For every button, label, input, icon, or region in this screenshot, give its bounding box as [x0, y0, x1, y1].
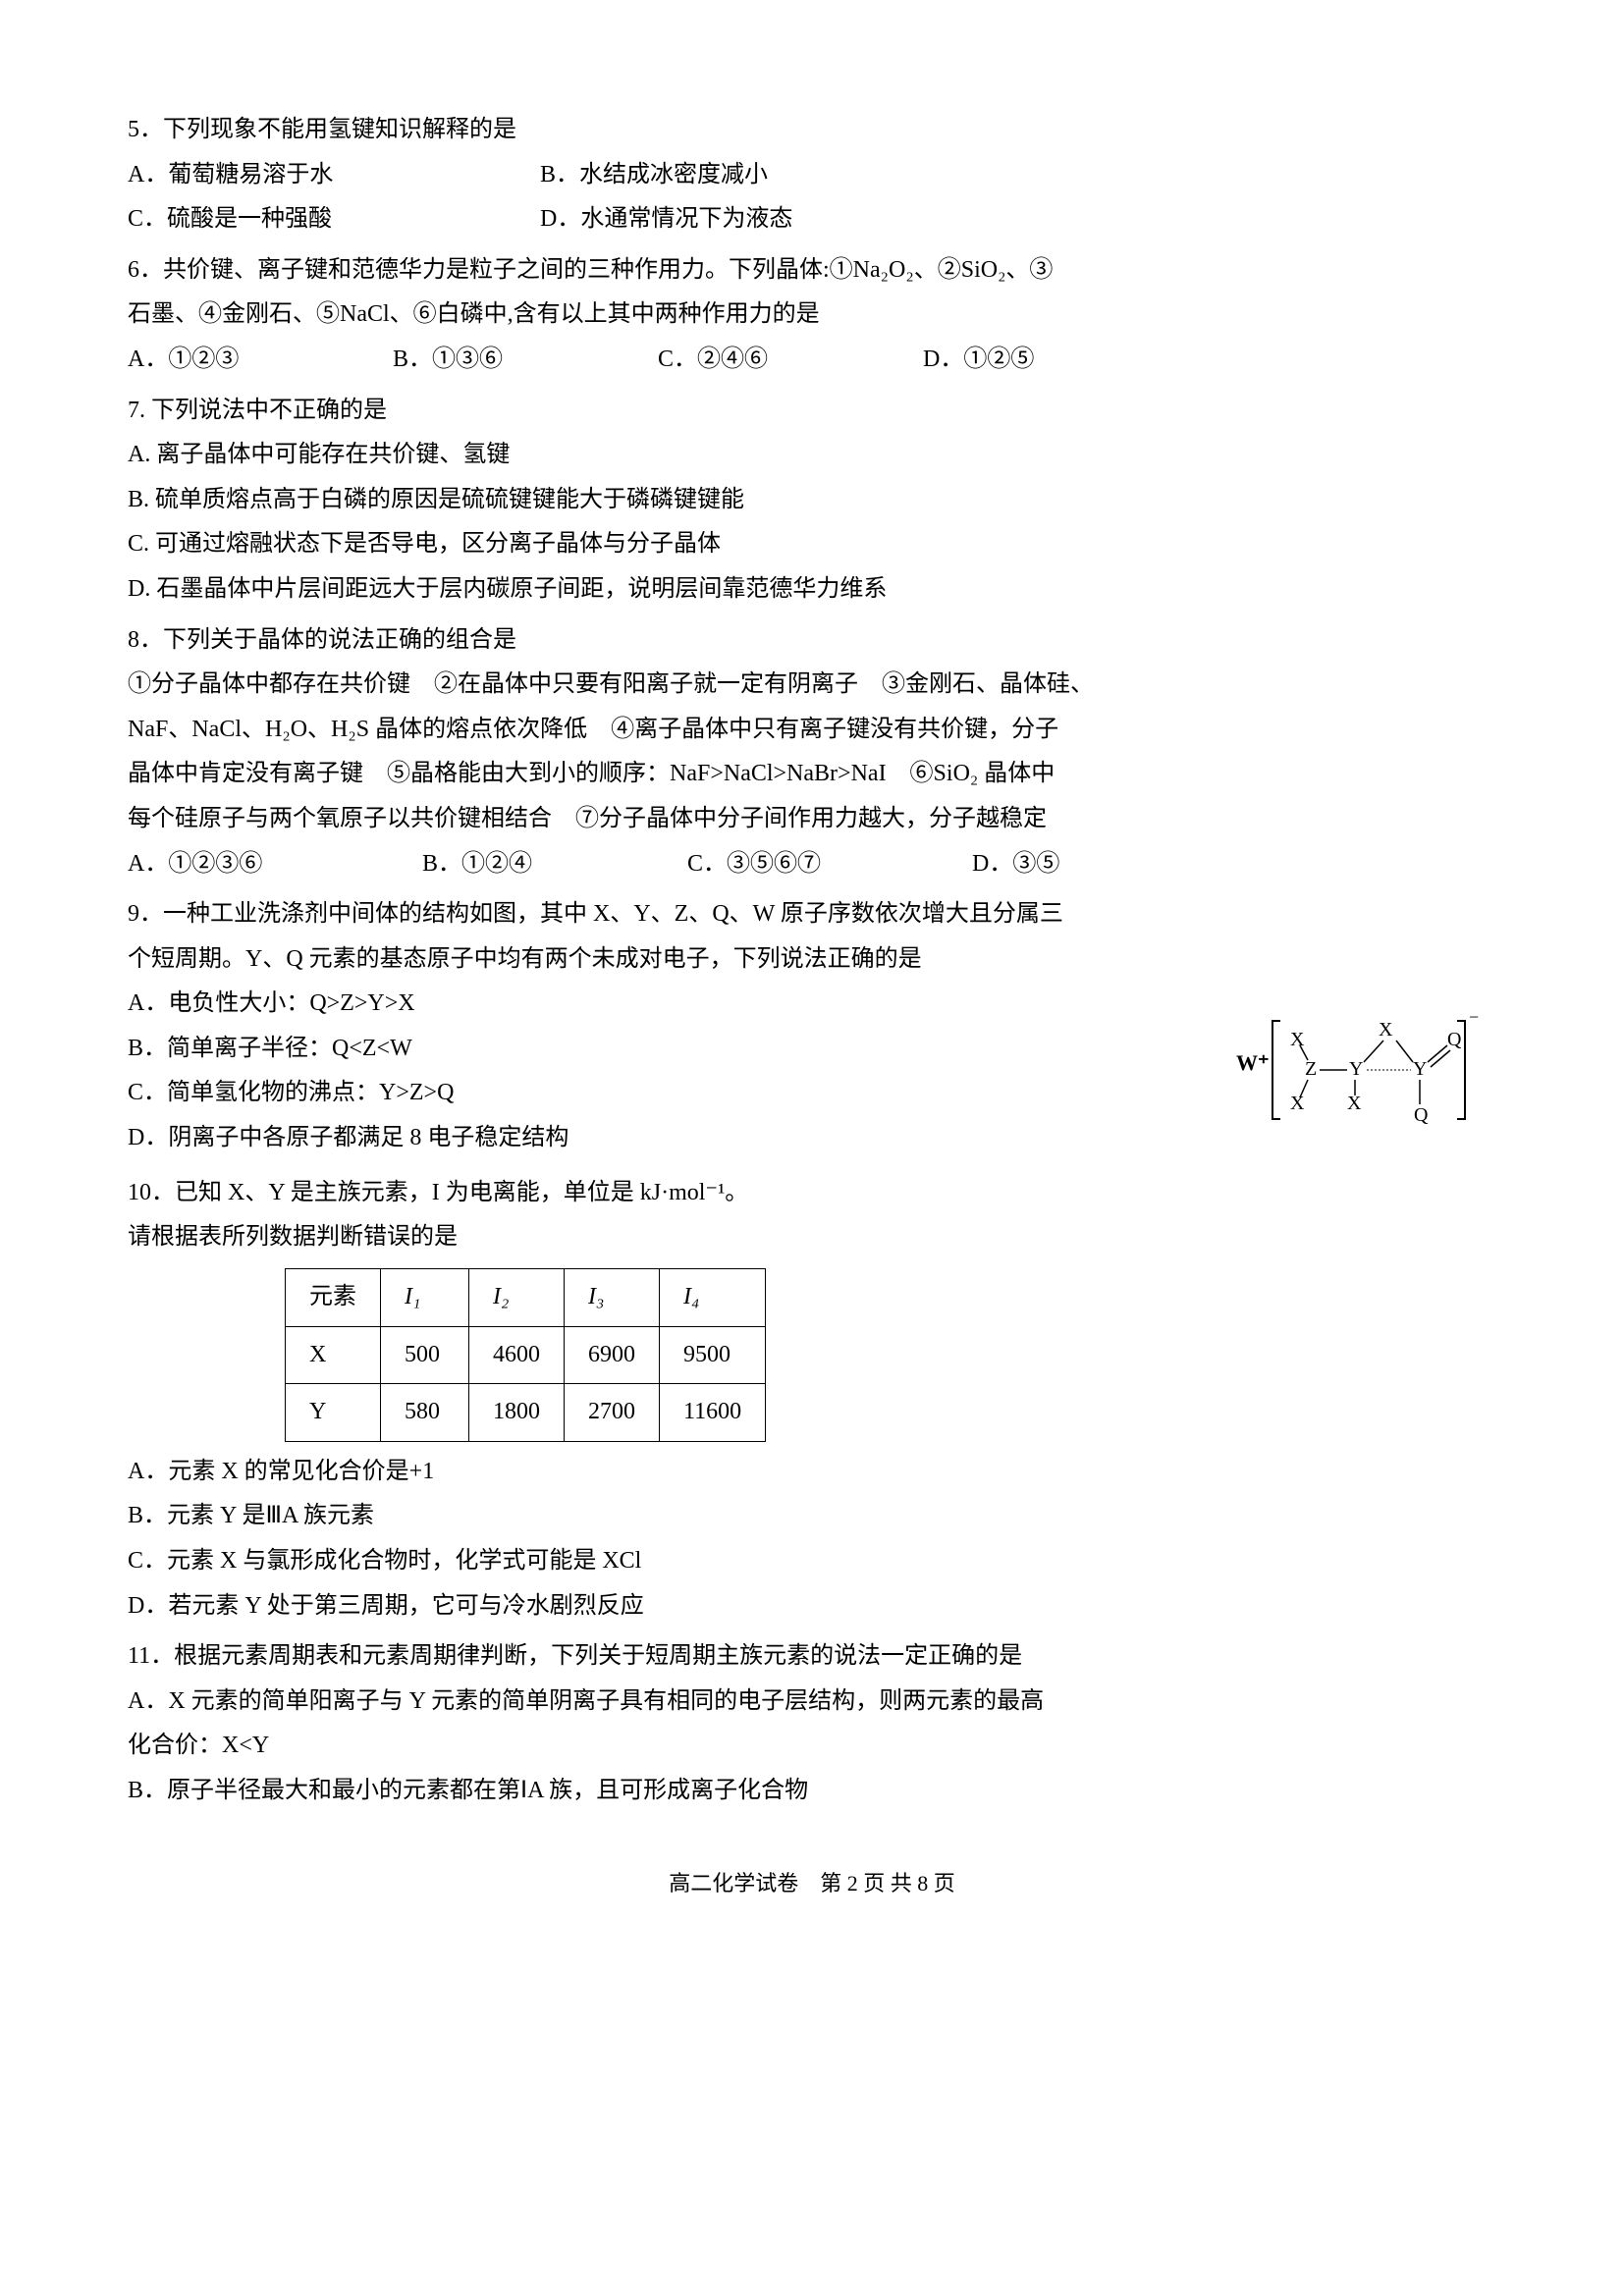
- q8-stem: 8．下列关于晶体的说法正确的组合是: [128, 618, 1496, 664]
- q8-option-b: B．①②④: [422, 842, 628, 887]
- fig-x1: X: [1290, 1029, 1305, 1050]
- fig-q-top: Q: [1447, 1029, 1462, 1050]
- question-8: 8．下列关于晶体的说法正确的组合是 ①分子晶体中都存在共价键 ②在晶体中只要有阳…: [128, 618, 1496, 887]
- th-i2: I₂: [469, 1269, 565, 1327]
- q5-option-b: B．水结成冰密度减小: [540, 153, 768, 198]
- question-5: 5．下列现象不能用氢键知识解释的是 A．葡萄糖易溶于水 B．水结成冰密度减小 C…: [128, 108, 1496, 242]
- question-7: 7. 下列说法中不正确的是 A. 离子晶体中可能存在共价键、氢键 B. 硫单质熔…: [128, 389, 1496, 613]
- fig-x3: X: [1347, 1093, 1362, 1114]
- q7-option-c: C. 可通过熔融状态下是否导电，区分离子晶体与分子晶体: [128, 522, 1496, 567]
- q5-option-c: C．硫酸是一种强酸: [128, 197, 452, 242]
- th-element: 元素: [286, 1269, 381, 1327]
- fig-z: Z: [1305, 1058, 1317, 1080]
- q9-stem-p1: 9．一种工业洗涤剂中间体的结构如图，其中 X、Y、Z、Q、W 原子序数依次增大且…: [128, 892, 1496, 937]
- bond-y2q1: [1428, 1045, 1447, 1062]
- q10-option-a: A．元素 X 的常见化合价是+1: [128, 1450, 1496, 1495]
- question-9: 9．一种工业洗涤剂中间体的结构如图，其中 X、Y、Z、Q、W 原子序数依次增大且…: [128, 892, 1496, 1165]
- q9-option-b: B．简单离子半径：Q<Z<W: [128, 1027, 1212, 1072]
- table-header-row: 元素 I₁ I₂ I₃ I₄: [286, 1269, 766, 1327]
- molecule-diagram: W⁺ − Z X X Y X: [1221, 991, 1496, 1148]
- fig-x2: X: [1290, 1093, 1305, 1114]
- q6-option-b: B．①③⑥: [393, 338, 599, 383]
- cell-x-i2: 4600: [469, 1326, 565, 1384]
- q6-stem-p1: 6．共价键、离子键和范德华力是粒子之间的三种作用力。下列晶体:①Na₂O₂、②S…: [128, 248, 1496, 294]
- table-row: X 500 4600 6900 9500: [286, 1326, 766, 1384]
- question-11: 11．根据元素周期表和元素周期律判断，下列关于短周期主族元素的说法一定正确的是 …: [128, 1634, 1496, 1813]
- q9-options: A．电负性大小：Q>Z>Y>X B．简单离子半径：Q<Z<W C．简单氢化物的沸…: [128, 982, 1212, 1160]
- q10-option-d: D．若元素 Y 处于第三周期，它可与冷水剧烈反应: [128, 1584, 1496, 1629]
- q9-option-d: D．阴离子中各原子都满足 8 电子稳定结构: [128, 1116, 1212, 1161]
- q8-p4: 每个硅原子与两个氧原子以共价键相结合 ⑦分子晶体中分子间作用力越大，分子越稳定: [128, 797, 1496, 842]
- cell-y-i4: 11600: [660, 1384, 766, 1442]
- cell-x-i4: 9500: [660, 1326, 766, 1384]
- q8-option-c: C．③⑤⑥⑦: [687, 842, 913, 887]
- q8-option-d: D．③⑤: [972, 842, 1059, 887]
- q5-options-row1: A．葡萄糖易溶于水 B．水结成冰密度减小: [128, 153, 1496, 198]
- q6-option-d: D．①②⑤: [923, 338, 1034, 383]
- q5-options-row2: C．硫酸是一种强酸 D．水通常情况下为液态: [128, 197, 1496, 242]
- q10-option-c: C．元素 X 与氯形成化合物时，化学式可能是 XCl: [128, 1539, 1496, 1584]
- fig-x4: X: [1379, 1019, 1393, 1041]
- cell-y-i3: 2700: [565, 1384, 660, 1442]
- bracket-left: [1272, 1021, 1280, 1119]
- q5-option-a: A．葡萄糖易溶于水: [128, 153, 452, 198]
- q9-figure: W⁺ − Z X X Y X: [1221, 991, 1496, 1165]
- q11-stem: 11．根据元素周期表和元素周期律判断，下列关于短周期主族元素的说法一定正确的是: [128, 1634, 1496, 1680]
- q8-p2: NaF、NaCl、H₂O、H₂S 晶体的熔点依次降低 ④离子晶体中只有离子键没有…: [128, 708, 1496, 753]
- q8-option-a: A．①②③⑥: [128, 842, 363, 887]
- q7-option-a: A. 离子晶体中可能存在共价键、氢键: [128, 433, 1496, 478]
- cell-x-name: X: [286, 1326, 381, 1384]
- question-10: 10．已知 X、Y 是主族元素，I 为电离能，单位是 kJ·mol⁻¹。 请根据…: [128, 1171, 1496, 1629]
- q7-option-d: D. 石墨晶体中片层间距远大于层内碳原子间距，说明层间靠范德华力维系: [128, 567, 1496, 613]
- q8-p1: ①分子晶体中都存在共价键 ②在晶体中只要有阳离子就一定有阴离子 ③金刚石、晶体硅…: [128, 663, 1496, 708]
- bond-y1top: [1364, 1041, 1383, 1062]
- q8-options: A．①②③⑥ B．①②④ C．③⑤⑥⑦ D．③⑤: [128, 842, 1496, 887]
- q9-layout: A．电负性大小：Q>Z>Y>X B．简单离子半径：Q<Z<W C．简单氢化物的沸…: [128, 982, 1496, 1165]
- q6-option-a: A．①②③: [128, 338, 334, 383]
- cell-y-i1: 580: [381, 1384, 469, 1442]
- q11-option-a-p2: 化合价：X<Y: [128, 1724, 1496, 1769]
- q10-stem-p2: 请根据表所列数据判断错误的是: [128, 1215, 1496, 1260]
- fig-w: W⁺: [1236, 1050, 1270, 1075]
- q10-option-b: B．元素 Y 是ⅢA 族元素: [128, 1494, 1496, 1539]
- table-row: Y 580 1800 2700 11600: [286, 1384, 766, 1442]
- q7-option-b: B. 硫单质熔点高于白磷的原因是硫硫键键能大于磷磷键键能: [128, 478, 1496, 523]
- question-6: 6．共价键、离子键和范德华力是粒子之间的三种作用力。下列晶体:①Na₂O₂、②S…: [128, 248, 1496, 383]
- cell-x-i3: 6900: [565, 1326, 660, 1384]
- q5-stem: 5．下列现象不能用氢键知识解释的是: [128, 108, 1496, 153]
- q10-stem-p1: 10．已知 X、Y 是主族元素，I 为电离能，单位是 kJ·mol⁻¹。: [128, 1171, 1496, 1216]
- q6-stem-p2: 石墨、④金刚石、⑤NaCl、⑥白磷中,含有以上其中两种作用力的是: [128, 293, 1496, 338]
- q6-option-c: C．②④⑥: [658, 338, 864, 383]
- bond-y2q2: [1431, 1050, 1450, 1067]
- q11-option-b: B．原子半径最大和最小的元素都在第ⅠA 族，且可形成离子化合物: [128, 1769, 1496, 1814]
- page-footer: 高二化学试卷 第 2 页 共 8 页: [128, 1863, 1496, 1904]
- th-i3: I₃: [565, 1269, 660, 1327]
- q9-option-c: C．简单氢化物的沸点：Y>Z>Q: [128, 1071, 1212, 1116]
- q7-stem: 7. 下列说法中不正确的是: [128, 389, 1496, 434]
- q10-table: 元素 I₁ I₂ I₃ I₄ X 500 4600 6900 9500 Y 58…: [285, 1268, 766, 1442]
- cell-y-i2: 1800: [469, 1384, 565, 1442]
- th-i1: I₁: [381, 1269, 469, 1327]
- q9-option-a: A．电负性大小：Q>Z>Y>X: [128, 982, 1212, 1027]
- th-i4: I₄: [660, 1269, 766, 1327]
- q11-option-a-p1: A．X 元素的简单阳离子与 Y 元素的简单阴离子具有相同的电子层结构，则两元素的…: [128, 1680, 1496, 1725]
- fig-q-bot: Q: [1414, 1104, 1429, 1126]
- cell-y-name: Y: [286, 1384, 381, 1442]
- fig-minus: −: [1469, 1007, 1479, 1027]
- q5-option-d: D．水通常情况下为液态: [540, 197, 792, 242]
- fig-y2: Y: [1413, 1058, 1427, 1080]
- cell-x-i1: 500: [381, 1326, 469, 1384]
- fig-y1: Y: [1349, 1058, 1363, 1080]
- q6-options: A．①②③ B．①③⑥ C．②④⑥ D．①②⑤: [128, 338, 1496, 383]
- bond-y2top: [1396, 1041, 1413, 1062]
- q8-p3: 晶体中肯定没有离子键 ⑤晶格能由大到小的顺序：NaF>NaCl>NaBr>NaI…: [128, 752, 1496, 797]
- q9-stem-p2: 个短周期。Y、Q 元素的基态原子中均有两个未成对电子，下列说法正确的是: [128, 937, 1496, 983]
